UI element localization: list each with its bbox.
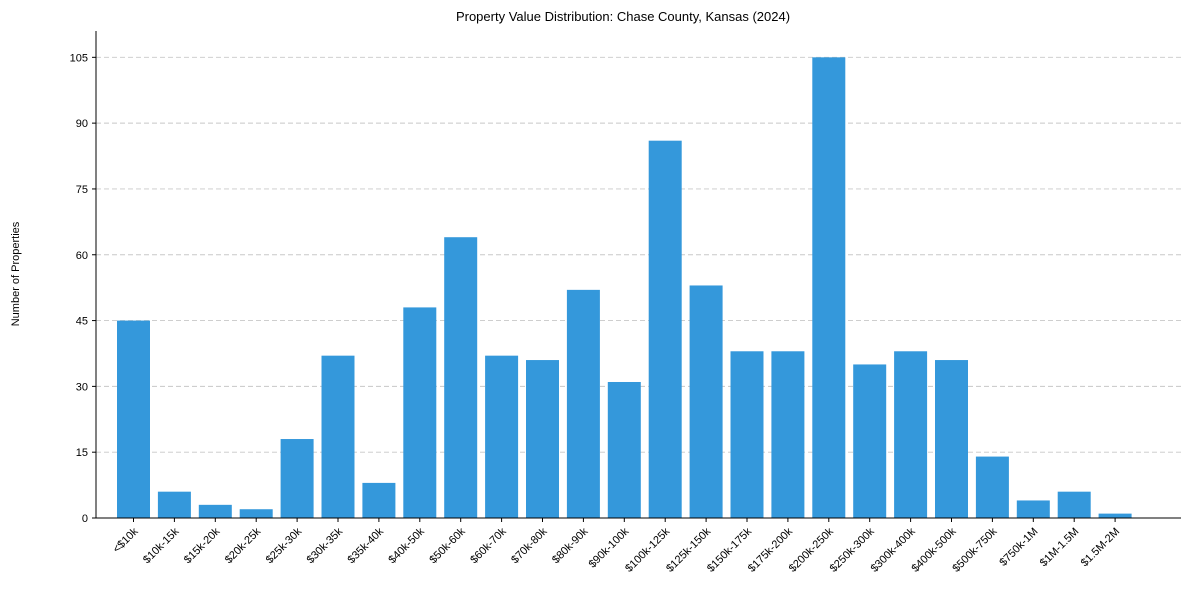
bar [280,439,314,518]
x-tick-label: <$10k [111,525,141,555]
y-tick-label: 105 [70,52,88,64]
bar [1098,513,1132,518]
bar [730,351,764,518]
bar [362,482,396,518]
x-tick-label: $750k-1M [997,526,1040,569]
y-axis-title: Number of Properties [10,221,22,326]
bar [1057,491,1091,518]
x-tick-label: $500k-750k [950,525,999,574]
x-tick-label: $10k-15k [141,525,182,566]
bar [157,491,191,518]
axes [95,31,1181,519]
x-ticks: <$10k $10k-15k $15k-20k $20k-25k $25k-30k $30… [111,518,1122,575]
x-tick-label: $1.5M-2M [1079,526,1123,570]
x-tick-label: $60k-70k [468,525,509,566]
y-tick-label: 15 [76,447,88,459]
x-tick-label: $20k-25k [223,525,264,566]
bar [444,237,478,518]
x-tick-label: $35k-40k [346,525,387,566]
bar [403,307,437,518]
grid-lines [96,56,1181,453]
x-tick-label: $25k-30k [264,525,305,566]
chart-title: Property Value Distribution: Chase Count… [456,9,790,24]
bar [648,140,682,518]
y-tick-label: 90 [76,118,88,130]
x-tick-label: $80k-90k [550,525,591,566]
y-tick-label: 0 [82,513,88,525]
bar [853,364,887,518]
bar [485,355,519,518]
bar [771,351,805,518]
x-tick-label: $70k-80k [509,525,550,566]
bar [607,381,641,518]
y-tick-label: 30 [76,381,88,393]
x-tick-label: $50k-60k [427,525,468,566]
x-tick-label: $30k-35k [305,525,346,566]
y-tick-label: 45 [76,316,88,328]
x-tick-label: $40k-50k [386,525,427,566]
bar [117,320,150,518]
bar [689,285,723,518]
bars [117,57,1132,518]
bar [526,360,559,518]
bar [812,57,846,518]
bar [239,509,273,518]
y-ticks: 0 15 30 45 60 75 90 105 [70,52,96,525]
bar [1016,500,1050,518]
y-tick-label: 75 [76,184,88,196]
y-tick-label: 60 [76,250,88,262]
bar [566,289,600,518]
x-tick-label: $1M-1.5M [1038,526,1082,570]
bar [321,355,355,518]
x-tick-label: $15k-20k [182,525,223,566]
bar [935,360,968,518]
bar [894,351,928,518]
bar [198,504,232,518]
bar [975,456,1009,518]
